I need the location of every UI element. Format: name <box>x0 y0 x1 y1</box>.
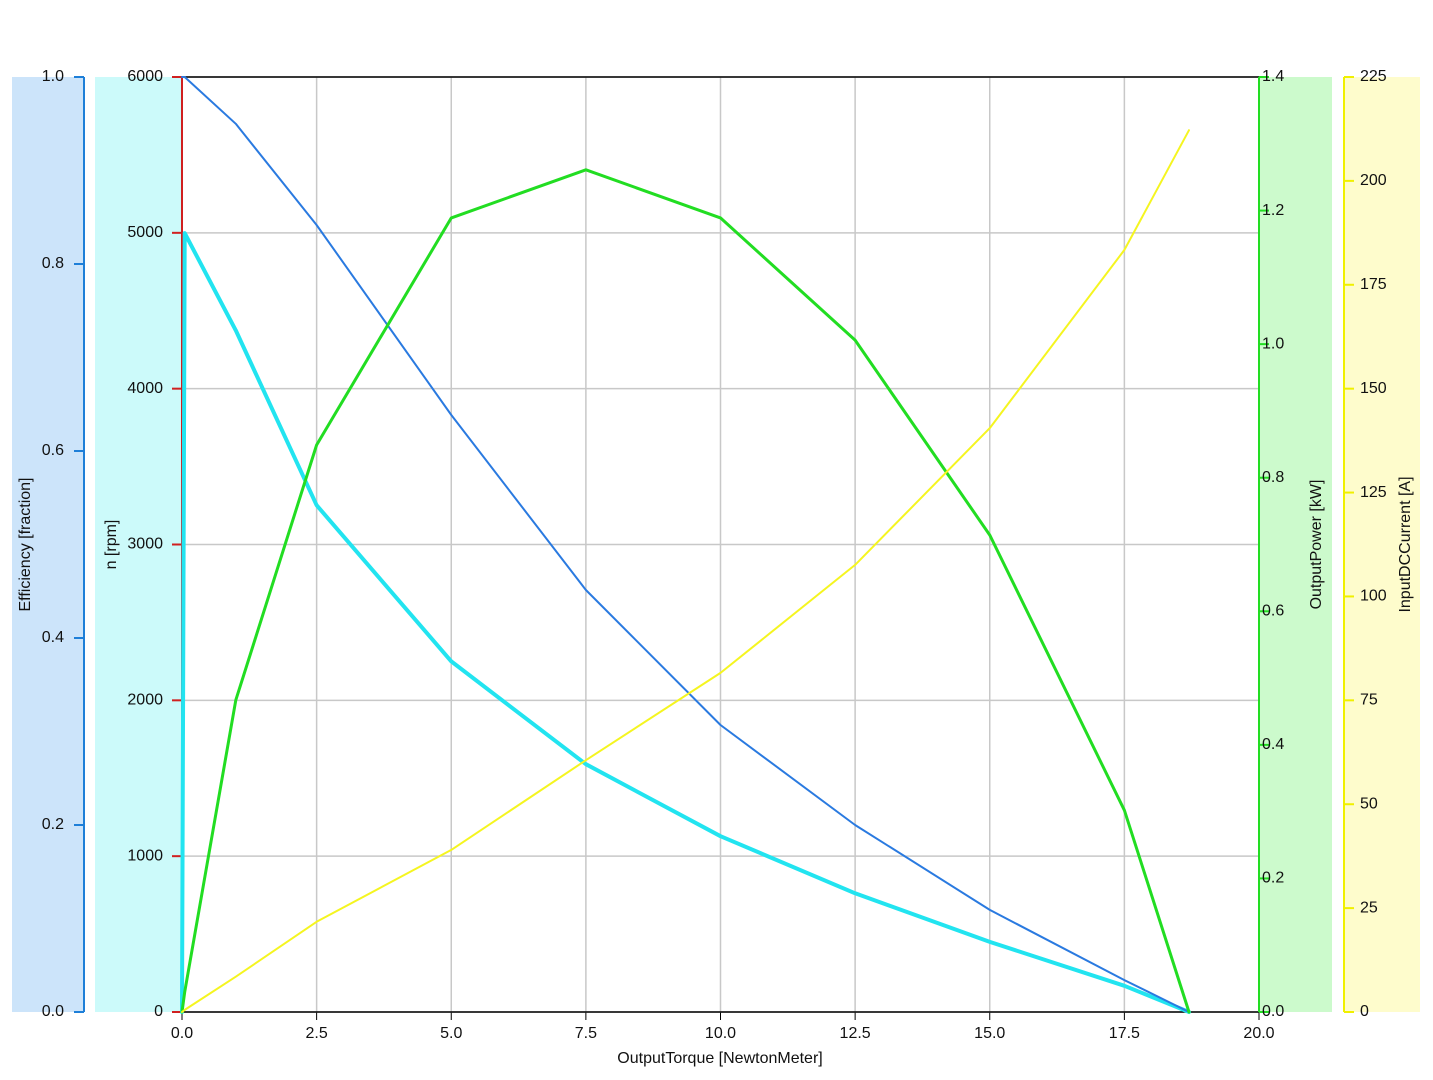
y-tick-label: 0.6 <box>1262 603 1284 620</box>
y-tick-label: 4000 <box>127 380 163 397</box>
y-tick-label: 1.2 <box>1262 202 1284 219</box>
y-axis-title: Efficiency [fraction] <box>17 478 34 612</box>
y-tick-label: 125 <box>1360 484 1387 501</box>
y-tick-label: 0.2 <box>1262 870 1284 887</box>
x-tick-label: 0.0 <box>171 1025 193 1042</box>
y-tick-label: 175 <box>1360 276 1387 293</box>
axis-band <box>12 77 84 1012</box>
x-tick-label: 10.0 <box>705 1025 736 1042</box>
y-tick-label: 150 <box>1360 380 1387 397</box>
y-tick-label: 100 <box>1360 588 1387 605</box>
series-line <box>180 168 1191 1014</box>
x-tick-label: 12.5 <box>840 1025 871 1042</box>
x-tick-label: 2.5 <box>306 1025 328 1042</box>
y-tick-label: 25 <box>1360 899 1378 916</box>
y-tick-label: 0.6 <box>42 442 64 459</box>
y-tick-label: 0.0 <box>42 1003 64 1020</box>
y-tick-label: 0 <box>154 1003 163 1020</box>
y-tick-label: 1.4 <box>1262 68 1284 85</box>
y-axis-title: OutputPower [kW] <box>1308 480 1325 610</box>
y-tick-label: 200 <box>1360 172 1387 189</box>
y-tick-label: 6000 <box>127 68 163 85</box>
x-tick-label: 15.0 <box>974 1025 1005 1042</box>
y-axis-title: InputDCCurrent [A] <box>1397 476 1414 612</box>
y-tick-label: 0.4 <box>42 629 64 646</box>
x-tick-label: 5.0 <box>440 1025 462 1042</box>
y-axis-title: n [rpm] <box>103 520 120 570</box>
y-tick-label: 1000 <box>127 847 163 864</box>
series-line <box>181 76 1190 1013</box>
y-tick-label: 0.8 <box>1262 469 1284 486</box>
y-tick-label: 0.4 <box>1262 736 1284 753</box>
axis-band <box>1259 77 1332 1012</box>
y-tick-label: 0.8 <box>42 255 64 272</box>
y-tick-label: 50 <box>1360 795 1378 812</box>
series-line <box>181 129 1190 1013</box>
x-tick-label: 17.5 <box>1109 1025 1140 1042</box>
y-tick-label: 75 <box>1360 692 1378 709</box>
axis-band <box>1344 77 1420 1012</box>
y-tick-label: 225 <box>1360 68 1387 85</box>
y-tick-label: 5000 <box>127 224 163 241</box>
series-line <box>180 231 1191 1014</box>
y-tick-label: 0.0 <box>1262 1003 1284 1020</box>
axis-band <box>95 77 182 1012</box>
x-tick-label: 7.5 <box>575 1025 597 1042</box>
y-tick-label: 2000 <box>127 692 163 709</box>
y-tick-label: 3000 <box>127 536 163 553</box>
y-tick-label: 0.2 <box>42 816 64 833</box>
y-tick-label: 1.0 <box>42 68 64 85</box>
y-tick-label: 0 <box>1360 1003 1369 1020</box>
x-axis-title: OutputTorque [NewtonMeter] <box>617 1050 822 1067</box>
x-tick-label: 20.0 <box>1243 1025 1274 1042</box>
y-tick-label: 1.0 <box>1262 335 1284 352</box>
